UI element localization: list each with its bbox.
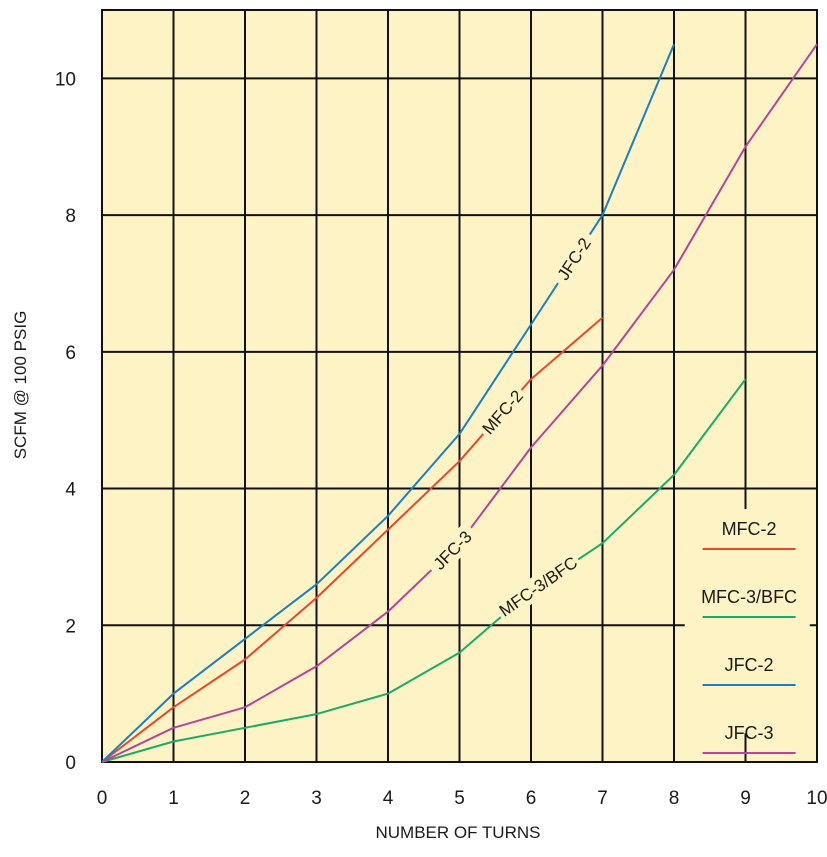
y-tick-label: 2 <box>65 616 76 637</box>
y-tick-label: 0 <box>65 753 76 774</box>
legend-label-jfc-2: JFC-2 <box>725 655 774 675</box>
legend: MFC-2 MFC-3/BFC JFC-2 JFC-3 <box>684 509 810 755</box>
x-axis-label: NUMBER OF TURNS <box>376 823 541 842</box>
y-tick-label: 6 <box>65 343 76 364</box>
x-tick-label: 4 <box>383 788 394 809</box>
y-axis-label: SCFM @ 100 PSIG <box>11 311 30 460</box>
plot-area: MFC-2 MFC-3/BFC JFC-2 JFC-3 <box>101 9 818 763</box>
legend-label-mfc-3-bfc: MFC-3/BFC <box>701 587 797 607</box>
x-tick-label: 10 <box>806 788 827 809</box>
curve-label-background <box>424 521 481 579</box>
curve-label-background <box>492 549 584 623</box>
curve-label-background <box>475 382 530 442</box>
x-tick-label: 0 <box>97 788 108 809</box>
x-tick-label: 6 <box>526 788 537 809</box>
x-tick-label: 8 <box>669 788 680 809</box>
legend-background <box>684 509 810 734</box>
x-tick-label: 3 <box>311 788 322 809</box>
tick-labels: 0 1 2 3 4 5 6 7 8 9 10 0 2 4 6 8 10 <box>55 69 827 809</box>
y-tick-label: 8 <box>65 206 76 227</box>
legend-label-jfc-3: JFC-3 <box>725 723 774 743</box>
x-tick-label: 9 <box>740 788 751 809</box>
x-tick-label: 1 <box>168 788 179 809</box>
y-tick-label: 4 <box>65 480 76 501</box>
curve-label-background <box>548 228 599 290</box>
x-tick-label: 7 <box>597 788 608 809</box>
legend-label-mfc-2: MFC-2 <box>722 519 777 539</box>
x-tick-label: 5 <box>454 788 465 809</box>
plot-frame <box>101 9 818 763</box>
series-line-mfc-3-bfc <box>101 378 747 763</box>
x-tick-label: 2 <box>240 788 251 809</box>
y-tick-label: 10 <box>55 69 76 90</box>
